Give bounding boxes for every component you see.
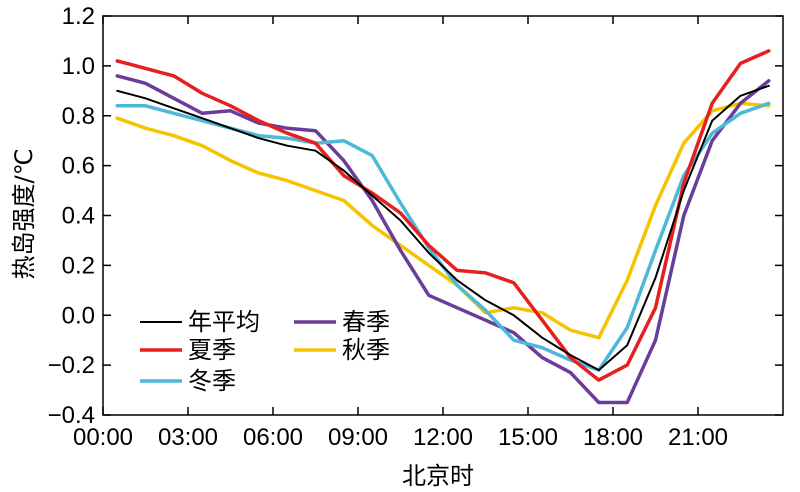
series-line-春季	[115, 74, 771, 405]
x-tick-label: 06:00	[243, 424, 303, 451]
y-tick-label: −0.2	[48, 352, 95, 379]
y-tick-label: 0.4	[62, 203, 95, 230]
x-tick-label: 09:00	[328, 424, 388, 451]
x-axis-title: 北京时	[402, 462, 474, 490]
y-tick-label: 1.0	[62, 53, 95, 80]
y-tick-label: 0.0	[62, 302, 95, 329]
series-line-夏季	[115, 49, 771, 382]
legend-label: 年平均	[188, 308, 260, 336]
x-tick-label: 21:00	[668, 424, 728, 451]
x-tick-label: 12:00	[413, 424, 473, 451]
legend-label: 春季	[342, 308, 390, 336]
series-lines	[115, 49, 771, 405]
x-tick-label: 00:00	[73, 424, 133, 451]
legend-label: 冬季	[188, 367, 236, 395]
y-axis-title: 热岛强度/℃	[10, 148, 38, 279]
y-tick-label: 0.6	[62, 153, 95, 180]
legend-label: 夏季	[188, 336, 236, 364]
x-tick-label: 15:00	[498, 424, 558, 451]
axis-ticks	[102, 15, 783, 416]
x-tick-labels: 00:00 03:00 06:00 09:00 12:00 15:00 18:00 21:00	[73, 424, 728, 451]
y-tick-label: 0.8	[62, 103, 95, 130]
x-tick-label: 18:00	[583, 424, 643, 451]
series-line-年平均	[116, 84, 770, 372]
series-line-秋季	[115, 101, 771, 340]
y-tick-labels: −0.4 −0.2 0.0 0.2 0.4 0.6 0.8 1.0 1.2	[48, 3, 95, 429]
y-tick-label: 1.2	[62, 3, 95, 30]
x-tick-label: 03:00	[158, 424, 218, 451]
legend-label: 秋季	[342, 336, 390, 364]
y-tick-label: 0.2	[62, 252, 95, 279]
y-tick-label: −0.4	[48, 402, 95, 429]
